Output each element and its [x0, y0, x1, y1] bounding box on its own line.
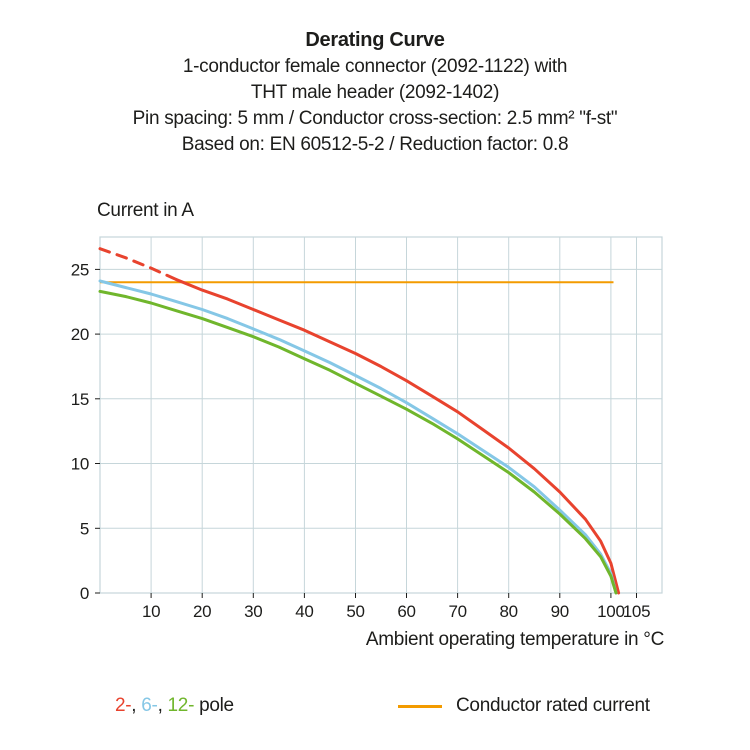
chart-subtitle-line-2: THT male header (2092-1402): [250, 82, 500, 103]
legend-pole-2: 2-: [115, 695, 132, 716]
curve-12-pole: [98, 289, 618, 595]
y-tick-label: 25: [71, 260, 89, 279]
chart-title: Derating Curve: [305, 29, 445, 51]
legend-pole-group: 2-, 6-, 12- pole: [115, 695, 234, 717]
x-tick-label: 40: [295, 602, 313, 621]
legend-pole-12: 12-: [167, 695, 195, 716]
y-tick-label: 20: [71, 325, 89, 344]
chart-subtitle-line-1: 1-conductor female connector (2092-1122)…: [182, 56, 568, 77]
plot-frame: [99, 236, 663, 594]
x-tick-label: 100: [597, 602, 624, 621]
chart-subtitle-line-4: Based on: EN 60512-5-2 / Reduction facto…: [181, 134, 569, 155]
legend-pole-suffix: pole: [194, 695, 234, 716]
x-tick-label: 60: [397, 602, 415, 621]
chart-header: Derating Curve 1-conductor female connec…: [0, 26, 750, 158]
legend-rated-line: [398, 704, 442, 708]
x-tick-label: 30: [244, 602, 262, 621]
y-tick-label: 5: [80, 519, 89, 538]
x-tick-label: 50: [346, 602, 364, 621]
legend-pole-6: 6-: [141, 695, 158, 716]
chart-subtitle-line-3: Pin spacing: 5 mm / Conductor cross-sect…: [132, 108, 618, 129]
y-axis-label: Current in A: [97, 200, 194, 221]
x-tick-label: 20: [193, 602, 211, 621]
y-tick-label: 0: [80, 584, 89, 603]
curve-2-pole: [175, 278, 621, 595]
legend-rated-group: Conductor rated current: [398, 695, 650, 717]
x-axis-label: Ambient operating temperature in °C: [365, 629, 664, 650]
x-tick-label: 80: [500, 602, 518, 621]
x-tick-label: 105: [623, 602, 650, 621]
x-tick-label: 70: [448, 602, 466, 621]
curve-6-pole: [98, 279, 618, 595]
legend-rated-label: Conductor rated current: [456, 695, 650, 716]
legend-separator: ,: [131, 695, 142, 716]
y-tick-label: 15: [71, 390, 89, 409]
x-tick-label: 10: [142, 602, 160, 621]
curve-2-pole: [98, 247, 179, 282]
legend-separator: ,: [157, 695, 168, 716]
x-tick-label: 90: [551, 602, 569, 621]
y-tick-label: 10: [71, 455, 89, 474]
